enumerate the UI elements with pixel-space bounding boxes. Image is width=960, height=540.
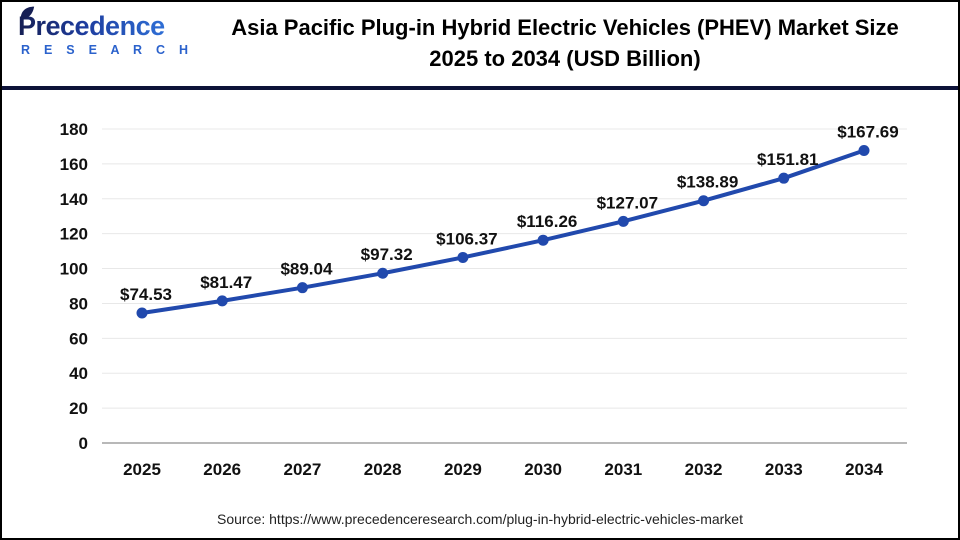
y-tick-label: 40 (69, 364, 88, 383)
chart-svg: 0 20 40 60 80 100 120 140 160 180 2025 2026 2027 2028… (60, 120, 907, 479)
data-point-label: $97.32 (361, 245, 413, 264)
data-point-label: $116.26 (517, 212, 578, 231)
y-tick-label: 80 (69, 294, 88, 313)
data-point (617, 215, 629, 227)
data-point (216, 295, 228, 307)
x-tick-label: 2026 (203, 460, 241, 479)
y-tick-label: 100 (60, 260, 88, 279)
data-point-label: $74.53 (120, 285, 172, 304)
header-divider (2, 86, 958, 90)
x-tick-label: 2025 (123, 460, 161, 479)
x-tick-label: 2032 (685, 460, 723, 479)
data-point (296, 282, 308, 294)
chart-title-line2: 2025 to 2034 (USD Billion) (429, 46, 701, 72)
x-tick-label: 2030 (524, 460, 562, 479)
logo-brand: Precedence (18, 6, 178, 42)
x-tick-label: 2033 (765, 460, 803, 479)
data-point (377, 267, 389, 279)
y-tick-label: 140 (60, 190, 88, 209)
data-point-label: $81.47 (200, 273, 252, 292)
y-tick-label: 60 (69, 329, 88, 348)
y-tick-label: 0 (79, 434, 88, 453)
y-tick-label: 160 (60, 155, 88, 174)
data-point (457, 251, 469, 263)
y-tick-label: 20 (69, 399, 88, 418)
data-point-label: $138.89 (677, 173, 738, 192)
data-point (698, 195, 710, 207)
y-tick-label: 120 (60, 225, 88, 244)
y-tick-label: 180 (60, 120, 88, 139)
x-tick-label: 2028 (364, 460, 402, 479)
data-point-label: $89.04 (280, 260, 333, 279)
chart-title-line1: Asia Pacific Plug-in Hybrid Electric Veh… (231, 15, 899, 40)
data-point (778, 172, 790, 184)
chart-plot-area: 0 20 40 60 80 100 120 140 160 180 2025 2026 2027 2028… (2, 90, 960, 494)
data-point (858, 144, 870, 156)
chart-title: Asia Pacific Plug-in Hybrid Electric Veh… (180, 12, 950, 74)
source-citation: Source: https://www.precedenceresearch.c… (217, 511, 743, 527)
x-tick-label: 2034 (845, 460, 883, 479)
logo-sub-text: R E S E A R C H (21, 42, 194, 57)
data-point (537, 234, 549, 246)
x-tick-label: 2027 (284, 460, 322, 479)
data-point-label: $151.81 (757, 150, 818, 169)
leaf-icon (20, 6, 35, 20)
data-point-label: $127.07 (597, 193, 658, 212)
x-tick-label: 2031 (604, 460, 642, 479)
x-tick-label: 2029 (444, 460, 482, 479)
data-point-label: $106.37 (436, 229, 497, 248)
precedence-research-logo: Precedence R E S E A R C H (18, 6, 194, 57)
series-line (140, 148, 866, 315)
data-point (136, 307, 148, 319)
header: Precedence R E S E A R C H Asia Pacific … (2, 2, 958, 86)
data-point-label: $167.69 (837, 122, 898, 141)
logo-brand-text: Precedence (18, 11, 165, 41)
